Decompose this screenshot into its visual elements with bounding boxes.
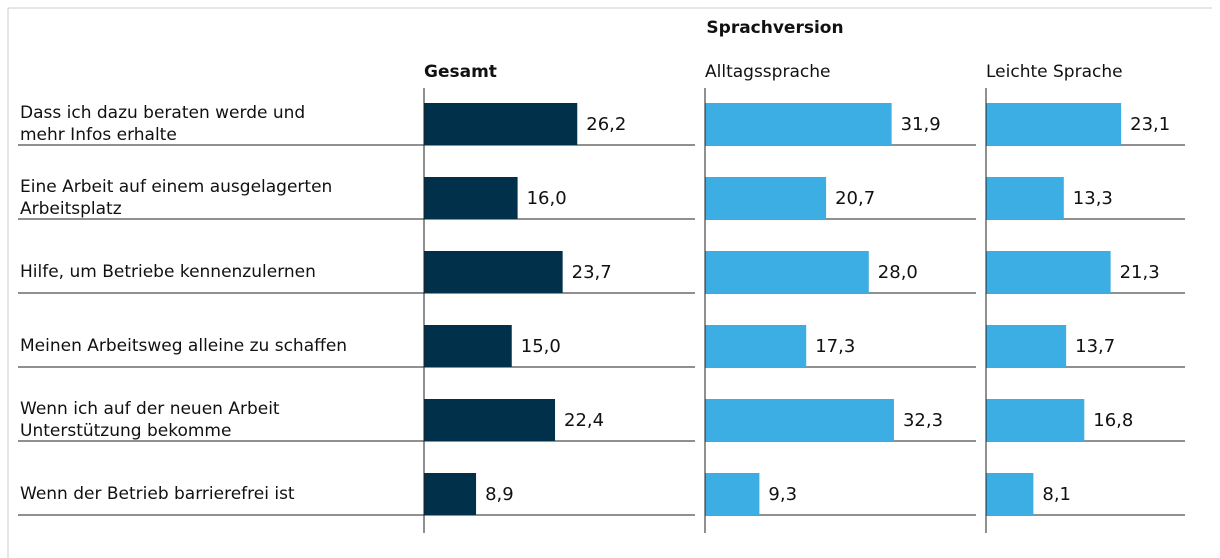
bar: [424, 177, 518, 219]
bar: [424, 325, 512, 367]
value-label: 8,1: [1042, 484, 1071, 505]
value-label: 17,3: [815, 336, 855, 357]
bar: [705, 251, 869, 293]
bar: [424, 473, 477, 515]
bar: [986, 399, 1085, 441]
bar: [705, 399, 894, 441]
bar: [705, 325, 807, 367]
value-label: 8,9: [485, 484, 514, 505]
value-label: 31,9: [901, 114, 941, 135]
category-label: Meinen Arbeitsweg alleine zu schaffen: [20, 336, 347, 356]
series-label: Gesamt: [424, 62, 497, 82]
category-label: Wenn der Betrieb barrierefrei ist: [20, 484, 295, 504]
bar: [986, 103, 1122, 145]
bar: [986, 473, 1034, 515]
value-label: 13,7: [1075, 336, 1115, 357]
bar: [705, 473, 760, 515]
value-label: 16,8: [1093, 410, 1133, 431]
chart-title: Sprachversion: [706, 18, 843, 38]
bar: [986, 177, 1064, 219]
bar: [705, 177, 827, 219]
category-label: Dass ich dazu beraten werde und mehr Info…: [20, 103, 305, 145]
bar: [424, 103, 578, 145]
value-label: 13,3: [1073, 188, 1113, 209]
bar: [705, 103, 892, 145]
bar: [986, 325, 1067, 367]
category-label: Eine Arbeit auf einem ausgelagerten Arbei…: [20, 177, 332, 219]
category-label: Hilfe, um Betriebe kennenzulernen: [20, 262, 316, 282]
value-label: 15,0: [521, 336, 561, 357]
value-label: 23,1: [1130, 114, 1170, 135]
value-label: 32,3: [903, 410, 943, 431]
bar: [424, 251, 563, 293]
value-label: 22,4: [564, 410, 604, 431]
series-label: Alltagssprache: [705, 62, 830, 82]
value-label: 20,7: [835, 188, 875, 209]
bar: [424, 399, 556, 441]
value-label: 26,2: [586, 114, 626, 135]
bar: [986, 251, 1111, 293]
value-label: 9,3: [768, 484, 797, 505]
value-label: 21,3: [1120, 262, 1160, 283]
category-label: Wenn ich auf der neuen Arbeit Unterstützu…: [20, 399, 280, 441]
value-label: 28,0: [878, 262, 918, 283]
value-label: 16,0: [527, 188, 567, 209]
series-label: Leichte Sprache: [986, 62, 1123, 82]
value-label: 23,7: [572, 262, 612, 283]
